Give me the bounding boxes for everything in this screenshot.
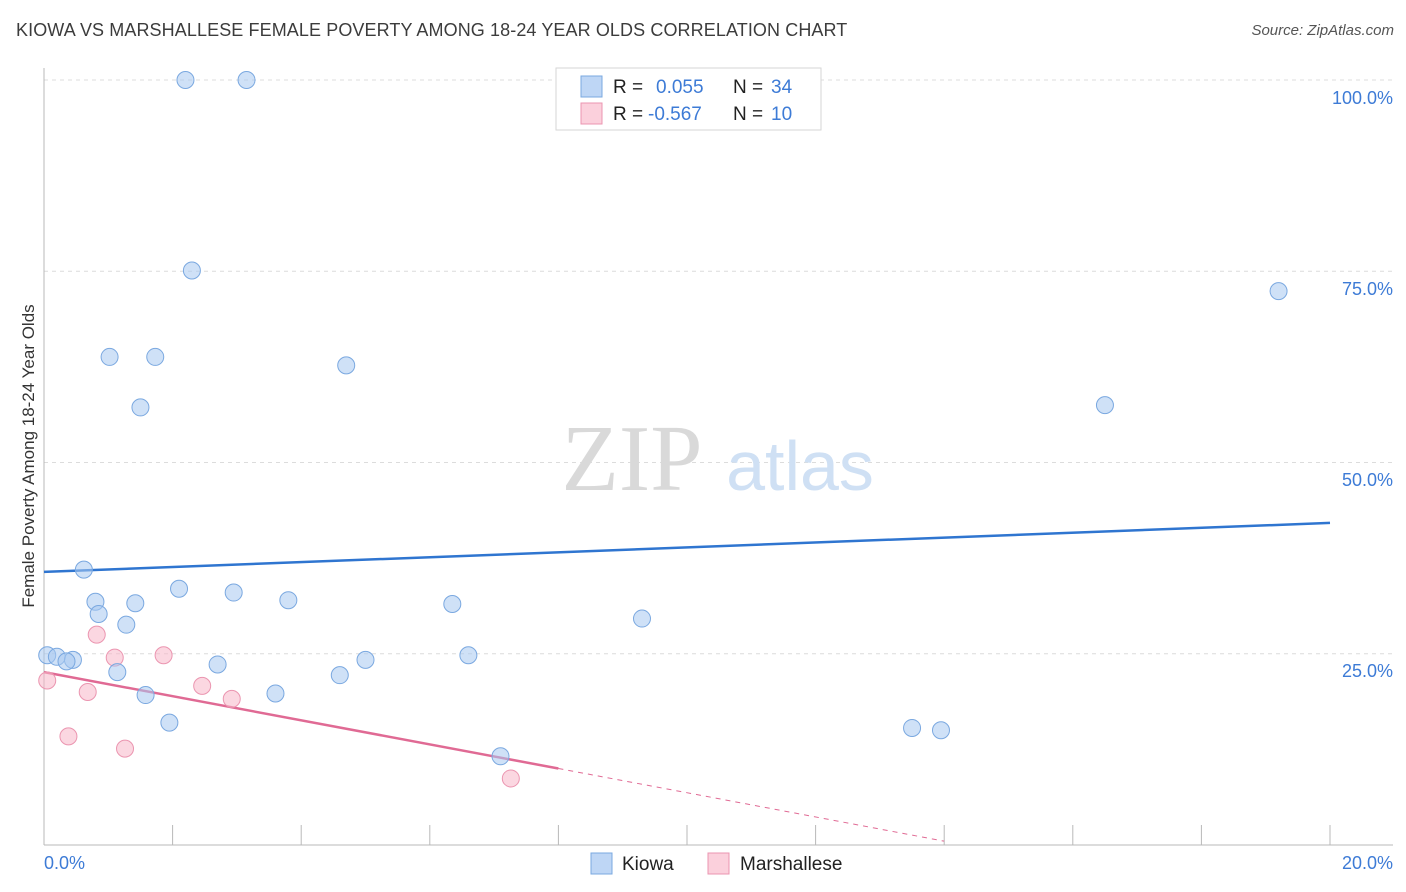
kiowa-point bbox=[237, 71, 256, 89]
legend-box: R = 0.055 N = 34 R = -0.567 N = 10 bbox=[555, 67, 822, 131]
kiowa-point bbox=[182, 261, 201, 280]
kiowa-point bbox=[131, 398, 150, 417]
watermark-atlas: atlas bbox=[726, 427, 874, 505]
kiowa-point bbox=[443, 595, 462, 614]
legend-marshallese-r-label: R = bbox=[613, 104, 643, 125]
y-tick-label-50: 50.0% bbox=[1342, 470, 1393, 490]
bottom-legend: Kiowa Marshallese bbox=[590, 852, 842, 875]
marshallese-point bbox=[501, 769, 520, 788]
kiowa-point bbox=[57, 652, 76, 671]
kiowa-point bbox=[1095, 396, 1114, 415]
kiowa-point bbox=[170, 579, 189, 598]
source-label: Source: ZipAtlas.com bbox=[1251, 22, 1394, 39]
kiowa-point bbox=[356, 650, 375, 669]
x-tick-label-0: 0.0% bbox=[44, 853, 85, 873]
kiowa-point bbox=[491, 747, 510, 766]
kiowa-point bbox=[74, 560, 93, 579]
legend-kiowa-swatch bbox=[580, 75, 603, 98]
y-tick-label-75: 75.0% bbox=[1342, 279, 1393, 299]
bottom-legend-kiowa-swatch bbox=[590, 852, 613, 875]
watermark-zip: ZIP bbox=[562, 407, 703, 511]
x-tick-label-20: 20.0% bbox=[1342, 853, 1393, 873]
kiowa-point bbox=[160, 713, 179, 732]
legend-kiowa-n-label: N = bbox=[733, 77, 763, 98]
legend-kiowa-r-label: R = bbox=[613, 77, 643, 98]
legend-marshallese-n-label: N = bbox=[733, 104, 763, 125]
kiowa-point bbox=[903, 718, 922, 737]
y-tick-label-100: 100.0% bbox=[1332, 88, 1393, 108]
kiowa-point bbox=[208, 655, 227, 674]
marshallese-point bbox=[193, 676, 212, 695]
kiowa-point bbox=[330, 666, 349, 685]
legend-kiowa-r-value: 0.055 bbox=[656, 77, 704, 98]
kiowa-point bbox=[126, 594, 145, 613]
tick-labels: 100.0% 75.0% 50.0% 25.0% 0.0% 20.0% bbox=[44, 88, 1393, 873]
legend-kiowa-n-value: 34 bbox=[771, 77, 793, 98]
data-points bbox=[38, 71, 1288, 788]
kiowa-point bbox=[176, 71, 195, 89]
kiowa-point bbox=[224, 583, 243, 602]
trend-lines bbox=[43, 521, 1331, 842]
legend-marshallese-n-value: 10 bbox=[771, 104, 792, 125]
bottom-legend-kiowa-label: Kiowa bbox=[622, 854, 674, 875]
kiowa-point bbox=[931, 721, 950, 740]
marshallese-point bbox=[87, 625, 106, 644]
legend-marshallese-r-value: -0.567 bbox=[648, 104, 702, 125]
kiowa-point bbox=[266, 684, 285, 703]
marshallese-trend-extrapolation bbox=[558, 768, 945, 842]
grid-lines bbox=[44, 79, 1393, 655]
kiowa-trend-line bbox=[43, 521, 1331, 574]
marshallese-point bbox=[154, 646, 173, 665]
kiowa-point bbox=[337, 356, 356, 375]
kiowa-point bbox=[459, 646, 478, 665]
marshallese-point bbox=[38, 671, 57, 690]
marshallese-point bbox=[78, 683, 97, 701]
kiowa-point bbox=[632, 609, 651, 628]
chart-title: KIOWA VS MARSHALLESE FEMALE POVERTY AMON… bbox=[16, 20, 848, 40]
y-tick-label-25: 25.0% bbox=[1342, 661, 1393, 681]
kiowa-point bbox=[136, 686, 155, 705]
kiowa-point bbox=[117, 615, 136, 634]
legend-marshallese-swatch bbox=[580, 102, 603, 125]
marshallese-point bbox=[222, 689, 241, 708]
bottom-legend-marshallese-swatch bbox=[707, 852, 730, 875]
watermark: ZIP atlas bbox=[562, 407, 874, 511]
marshallese-trend-line bbox=[43, 670, 559, 770]
kiowa-point bbox=[146, 347, 165, 366]
kiowa-point bbox=[89, 604, 108, 623]
marshallese-point bbox=[116, 739, 135, 758]
y-axis-label: Female Poverty Among 18-24 Year Olds bbox=[19, 304, 38, 607]
kiowa-point bbox=[279, 591, 298, 610]
marshallese-point bbox=[59, 727, 78, 746]
bottom-legend-marshallese-label: Marshallese bbox=[740, 854, 842, 875]
kiowa-point bbox=[100, 347, 119, 366]
kiowa-point bbox=[108, 663, 127, 682]
kiowa-point bbox=[1269, 282, 1288, 301]
axes bbox=[43, 68, 1393, 846]
